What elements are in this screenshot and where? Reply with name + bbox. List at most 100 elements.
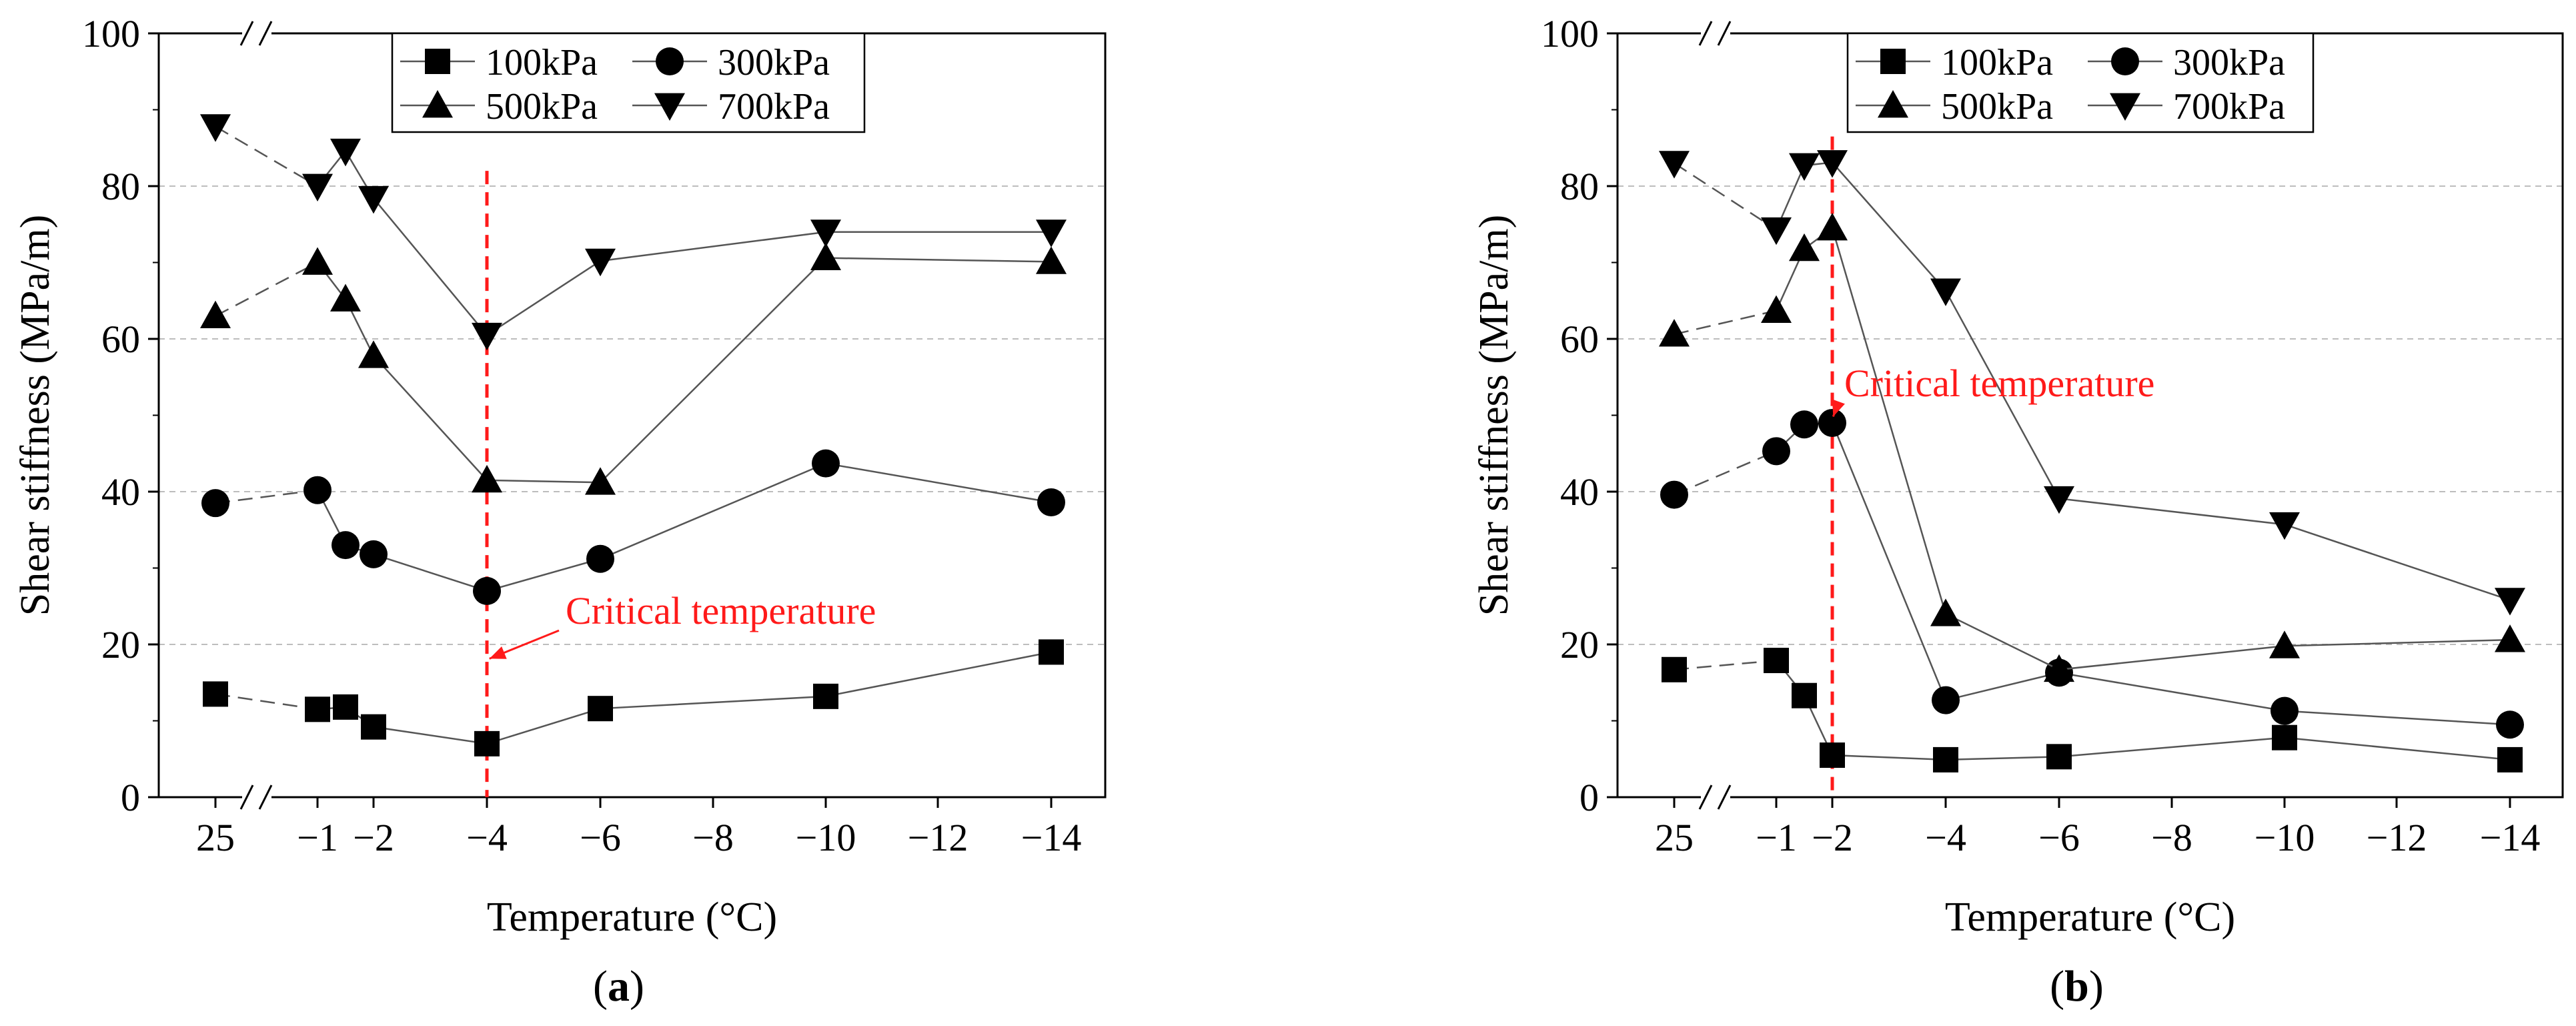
data-point [2497, 746, 2523, 773]
data-point [810, 219, 841, 247]
legend-marker [656, 47, 684, 75]
x-tick-label: −6 [2038, 816, 2080, 859]
x-tick-label: −12 [2367, 816, 2427, 859]
series-line-break-segment [215, 125, 318, 187]
data-point [585, 467, 616, 495]
legend: 100kPa 300kPa 500kPa 700kPa [391, 32, 866, 133]
x-tick-label: −12 [908, 816, 969, 859]
data-point [2044, 486, 2074, 514]
x-tick-label: −2 [353, 816, 394, 859]
y-tick-label: 40 [101, 470, 140, 514]
series-line [317, 651, 1052, 745]
data-point [330, 284, 361, 312]
series-line [317, 257, 1052, 484]
panel-label-part: ) [2089, 962, 2104, 1011]
data-point [330, 138, 361, 167]
data-point [332, 531, 360, 560]
annotation-text: Critical temperature [566, 589, 876, 632]
data-point [2046, 744, 2072, 770]
axis-break-mark [1717, 21, 1732, 46]
legend-marker [422, 90, 453, 118]
data-point [1789, 233, 1820, 262]
axis-break-mark [258, 785, 273, 810]
series-line-break-segment [1674, 659, 1777, 671]
series-line-break-segment [1674, 310, 1777, 336]
data-point [473, 576, 501, 605]
axis-break-mark [239, 21, 254, 46]
annotation-arrowhead [489, 646, 507, 659]
series-line [1775, 226, 2511, 671]
data-point [1036, 246, 1067, 274]
data-point [201, 489, 229, 518]
data-point [2269, 512, 2300, 540]
data-point [472, 464, 502, 493]
data-point [358, 185, 389, 214]
data-point [1039, 639, 1064, 665]
axis-break-mark [1698, 785, 1713, 810]
data-point [1817, 150, 1848, 178]
data-point [1818, 408, 1846, 437]
data-point [200, 300, 231, 329]
y-tick-label: 60 [1560, 318, 1599, 361]
data-point [474, 730, 500, 756]
data-point [588, 696, 613, 722]
y-tick-label: 80 [1560, 165, 1599, 208]
x-tick-label: 25 [196, 816, 235, 859]
data-point [1930, 598, 1961, 626]
series-line [1776, 422, 2511, 726]
data-point [1660, 480, 1688, 509]
data-point [1790, 410, 1818, 439]
data-point [1036, 219, 1067, 247]
chart-panel-a: 0 20 40 60 80 100 25 −1 −2 −4 −6 −8 −10 −12 −14 Tempera… [13, 12, 1107, 1011]
data-point [472, 322, 502, 351]
x-tick-label: −1 [297, 816, 338, 859]
series-700kPa [200, 114, 1067, 351]
chart-panel-b: 0 20 40 60 80 100 25 −1 −2 −4 −6 −8 −10 −12 −14 Tempera… [1471, 12, 2564, 1011]
panel-label-part: ( [593, 962, 608, 1011]
legend-marker [1878, 90, 1908, 118]
data-point [2272, 724, 2297, 750]
y-tick-label: 0 [1579, 776, 1599, 819]
legend-label: 300kPa [718, 42, 830, 83]
series-line [316, 462, 1052, 592]
legend-label: 500kPa [486, 86, 598, 127]
legend-marker [425, 49, 450, 74]
axis-break-mark [239, 785, 254, 810]
data-point [203, 681, 228, 707]
data-point [1817, 212, 1848, 241]
legend-label: 300kPa [2173, 42, 2285, 83]
data-point [810, 242, 841, 271]
data-point [1792, 682, 1817, 708]
legend-box [1846, 32, 2315, 133]
data-point [2271, 696, 2299, 725]
data-point [1932, 686, 1960, 714]
axis-break-mark [258, 21, 273, 46]
x-tick-label: −2 [1812, 816, 1853, 859]
y-tick-label: 100 [1541, 12, 1599, 55]
series-line-break-segment [215, 693, 318, 710]
panel-label: (a) [593, 962, 644, 1011]
data-point [360, 540, 388, 568]
data-point [1761, 295, 1792, 324]
y-axis-title: Shear stiffness (MPa/m) [1471, 215, 1517, 616]
legend-label: 700kPa [2173, 86, 2285, 127]
data-point [333, 694, 358, 720]
x-tick-label: −14 [1021, 816, 1082, 859]
y-tick-label: 40 [1560, 470, 1599, 514]
legend-label: 100kPa [486, 42, 598, 83]
plot-frame [157, 32, 1107, 799]
x-tick-label: −8 [692, 816, 734, 859]
x-axis-title: Temperature (°C) [487, 895, 777, 940]
y-tick-label: 100 [82, 12, 140, 55]
data-point [1659, 151, 1690, 179]
data-point [812, 449, 840, 478]
data-point [813, 683, 838, 709]
panel-label-part: b [2064, 962, 2089, 1011]
series-300kPa [1660, 408, 2524, 739]
data-point [1933, 746, 1958, 773]
data-point [1820, 742, 1845, 768]
x-tick-label: −1 [1756, 816, 1797, 859]
data-point [1764, 648, 1789, 674]
data-point [303, 476, 332, 504]
